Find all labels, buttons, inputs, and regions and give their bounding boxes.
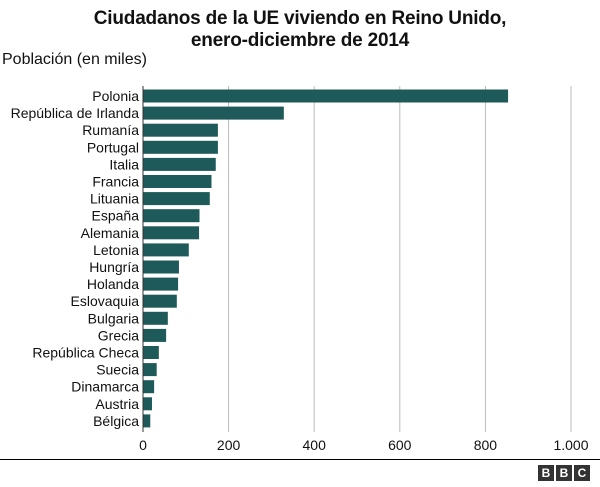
bar (143, 226, 200, 240)
category-label: España (92, 208, 140, 224)
category-label: Italia (109, 156, 139, 172)
bbc-logo: B B C (538, 465, 590, 481)
chart-title-line-2: enero-diciembre de 2014 (190, 30, 410, 51)
chart-title-line-1: Ciudadanos de la UE viviendo en Reino Un… (93, 8, 507, 29)
category-label: Hungría (89, 259, 139, 275)
x-tick-label: 0 (139, 437, 147, 453)
category-label: Bélgica (93, 413, 139, 429)
category-label: Suecia (96, 362, 139, 378)
bar (143, 346, 159, 359)
x-tick-label: 800 (474, 437, 498, 453)
category-label: República Checa (32, 345, 139, 361)
bar (143, 89, 509, 103)
bar (143, 192, 210, 206)
x-tick-label: 200 (217, 437, 241, 453)
bar (143, 260, 179, 274)
category-label: Bulgaria (88, 310, 140, 326)
bottom-divider (0, 459, 600, 460)
axis-unit-label: Población (en miles) (2, 51, 147, 68)
category-label: Letonia (93, 242, 139, 258)
bbc-logo-letter: B (538, 465, 554, 481)
bar (143, 414, 151, 428)
x-tick-label: 1.000 (553, 437, 588, 453)
bar (143, 363, 157, 377)
category-label: Rumanía (82, 122, 139, 138)
bar (143, 157, 216, 171)
bar (143, 397, 152, 411)
category-label: Polonia (92, 88, 139, 104)
x-tick-label: 600 (388, 437, 412, 453)
chart-title: Ciudadanos de la UE viviendo en Reino Un… (0, 8, 600, 52)
x-tick-label: 400 (303, 437, 327, 453)
bar (143, 243, 189, 257)
bar (143, 277, 179, 291)
bar (143, 140, 218, 154)
bar (143, 311, 168, 325)
bar (143, 380, 155, 394)
category-label: Portugal (87, 139, 139, 155)
bar (143, 328, 167, 342)
category-label: Holanda (87, 276, 139, 292)
bar (143, 123, 218, 137)
bar (143, 209, 200, 223)
category-label: República de Irlanda (11, 105, 140, 121)
bbc-logo-letter: B (556, 465, 572, 481)
category-label: Austria (95, 396, 139, 412)
category-label: Eslovaquia (71, 293, 140, 309)
bar (143, 175, 212, 188)
bar (143, 106, 284, 120)
bar (143, 294, 177, 308)
category-label: Francia (92, 174, 139, 190)
category-label: Alemania (81, 225, 140, 241)
bbc-logo-letter: C (574, 465, 590, 481)
category-label: Lituania (90, 191, 139, 207)
category-label: Grecia (98, 327, 139, 343)
category-label: Dinamarca (71, 379, 139, 395)
